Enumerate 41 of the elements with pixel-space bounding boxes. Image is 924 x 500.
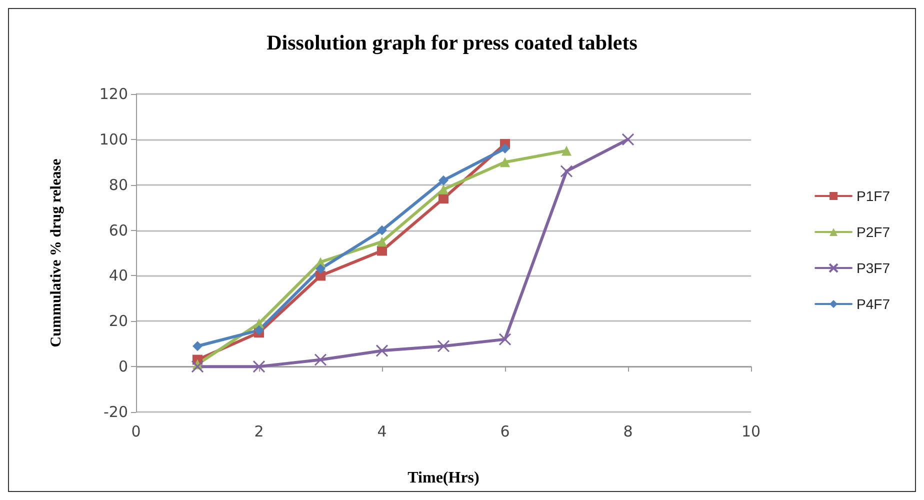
x-tick-label: 0 — [131, 422, 141, 440]
point — [560, 164, 573, 178]
point — [191, 360, 204, 373]
point — [316, 264, 326, 274]
legend-label: P3F7 — [856, 260, 890, 276]
y-tick-label: 80 — [108, 176, 128, 194]
point — [438, 184, 448, 194]
x-tick-label: 8 — [623, 422, 633, 440]
x-tick-label: 2 — [254, 422, 264, 440]
y-tick-label: -20 — [104, 403, 128, 421]
point — [498, 333, 512, 346]
y-tick-label: 20 — [108, 312, 128, 330]
x-tick-label: 10 — [741, 422, 761, 440]
chart-title: Dissolution graph for press coated tablets — [266, 30, 638, 54]
y-tick-label: 120 — [99, 85, 128, 103]
legend-label: P1F7 — [856, 188, 890, 204]
y-axis-title: Cummulative % drug release — [48, 158, 64, 348]
y-tick-label: 0 — [118, 358, 128, 376]
legend-label: P4F7 — [856, 296, 890, 312]
x-tick-label: 4 — [377, 422, 387, 440]
point — [438, 193, 448, 204]
point — [622, 133, 634, 146]
point — [376, 344, 388, 357]
point — [314, 354, 327, 366]
point — [437, 340, 450, 352]
point — [377, 236, 387, 247]
point — [252, 360, 266, 373]
x-axis-title: Time(Hrs) — [408, 470, 480, 486]
point — [500, 157, 510, 168]
y-tick-label: 40 — [108, 266, 128, 285]
point — [377, 225, 387, 236]
legend-label: P2F7 — [856, 224, 890, 240]
point — [562, 146, 572, 156]
point — [254, 325, 264, 336]
point — [377, 246, 387, 256]
y-tick-label: 60 — [108, 221, 128, 240]
y-tick-label: 100 — [99, 130, 128, 148]
point — [500, 144, 510, 154]
x-tick-label: 6 — [500, 422, 510, 440]
point — [438, 175, 448, 186]
point — [192, 341, 202, 352]
